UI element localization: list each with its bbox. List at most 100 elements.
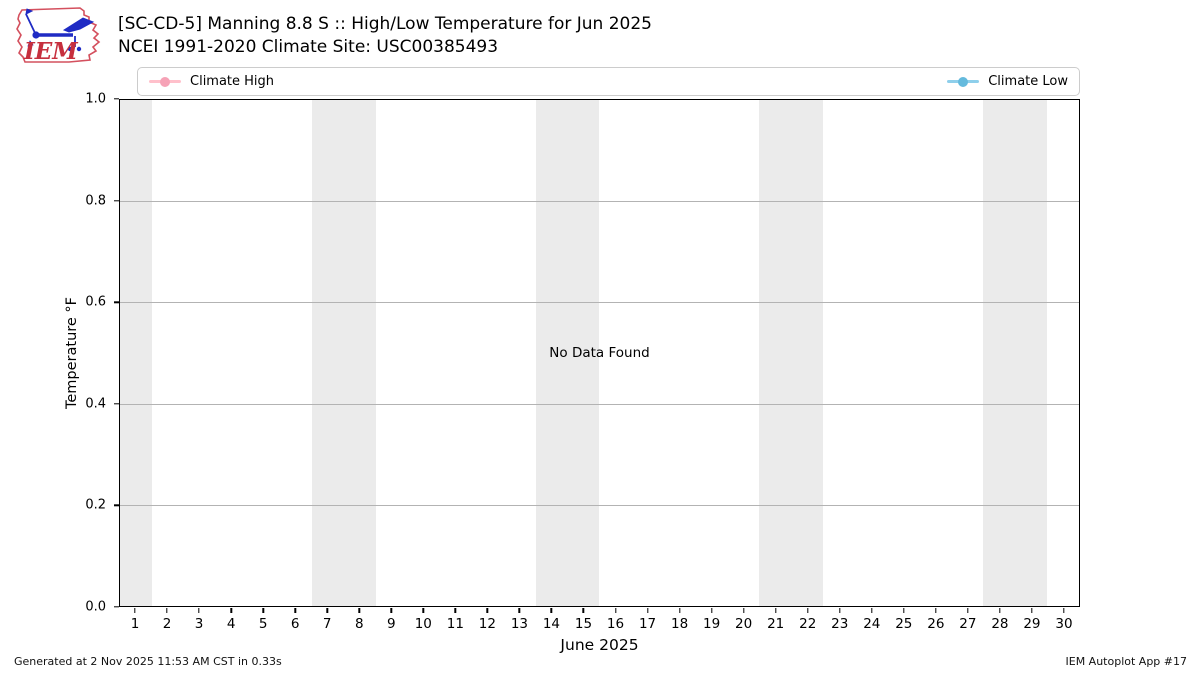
y-tick-label: 1.0	[85, 91, 106, 107]
y-tick-label: 0.8	[85, 193, 106, 209]
y-tick-label: 0.2	[85, 497, 106, 513]
y-tick-label: 0.0	[85, 599, 106, 615]
weekend-shading-band	[120, 100, 152, 606]
y-gridline	[120, 403, 1079, 405]
x-tick-mark	[1031, 608, 1033, 613]
x-tick-mark	[935, 608, 937, 613]
x-tick-label: 30	[1055, 616, 1073, 632]
x-tick-mark	[999, 608, 1001, 613]
weather-station-icon	[25, 8, 95, 52]
chart-subtitle: NCEI 1991-2020 Climate Site: USC00385493	[118, 37, 499, 57]
x-tick-mark	[230, 608, 232, 613]
x-tick-mark	[871, 608, 873, 613]
x-tick-mark	[839, 608, 841, 613]
weekend-shading-band	[311, 100, 376, 606]
x-tick-label: 9	[386, 616, 396, 632]
x-tick-mark	[710, 608, 713, 613]
x-axis-label: June 2025	[560, 636, 639, 654]
weekend-shading-band	[535, 100, 600, 606]
x-tick-mark	[326, 608, 328, 613]
y-axis-label: Temperature °F	[64, 296, 80, 410]
x-tick-label: 5	[258, 616, 268, 632]
y-tick-label: 0.4	[85, 396, 106, 412]
legend-label: Climate High	[190, 74, 275, 89]
iem-logo-text: IEM	[23, 38, 79, 65]
x-tick-mark	[134, 608, 136, 613]
footer-generated-text: Generated at 2 Nov 2025 11:53 AM CST in …	[14, 655, 282, 668]
x-tick-label: 1	[130, 616, 140, 632]
y-tick-label: 0.6	[85, 294, 106, 310]
x-tick-mark	[614, 608, 617, 613]
footer-app-text: IEM Autoplot App #17	[1065, 655, 1188, 668]
y-gridline	[120, 504, 1079, 506]
x-tick-mark	[550, 608, 553, 613]
y-tick-mark	[114, 504, 119, 507]
climate-low-marker-icon	[947, 76, 980, 87]
x-axis: 1 2 3 4 5 6 7 8 9 10 11 12 13 14 15 16 17 18 19 20 21 22 23 24 2…	[119, 608, 1080, 648]
x-tick-label: 3	[194, 616, 204, 632]
plot-area: No Data Found	[119, 99, 1080, 607]
legend: Climate High Climate Low	[137, 67, 1080, 96]
x-tick-label: 15	[574, 616, 593, 632]
x-tick-mark	[967, 608, 969, 613]
x-tick-mark	[903, 608, 905, 613]
legend-item-climate-low: Climate Low	[947, 74, 1068, 89]
legend-item-climate-high: Climate High	[149, 74, 274, 89]
x-tick-label: 8	[354, 616, 364, 632]
no-data-message: No Data Found	[549, 345, 650, 361]
y-gridline	[120, 302, 1079, 304]
x-tick-label: 12	[478, 616, 496, 632]
x-tick-label: 27	[959, 616, 977, 632]
x-tick-mark	[1063, 608, 1065, 613]
x-tick-mark	[774, 608, 777, 613]
x-tick-label: 29	[1023, 616, 1041, 632]
y-gridline	[120, 201, 1079, 203]
y-tick-mark	[114, 98, 119, 100]
y-tick-mark	[114, 606, 119, 608]
x-tick-mark	[454, 608, 457, 613]
x-tick-label: 14	[542, 616, 561, 632]
x-tick-label: 24	[863, 616, 881, 632]
x-tick-mark	[486, 608, 489, 613]
y-tick-mark	[114, 403, 119, 405]
x-tick-mark	[678, 608, 681, 613]
chart-title-block: [SC-CD-5] Manning 8.8 S :: High/Low Temp…	[118, 13, 652, 59]
x-tick-label: 19	[703, 616, 721, 632]
iem-logo: IEM	[16, 7, 101, 65]
x-tick-label: 11	[446, 616, 464, 632]
y-tick-mark	[114, 301, 119, 303]
x-tick-label: 23	[831, 616, 849, 632]
x-tick-mark	[807, 608, 809, 613]
weekend-shading-band	[983, 100, 1048, 606]
climate-high-marker-icon	[149, 76, 181, 87]
x-tick-label: 4	[226, 616, 236, 632]
x-tick-mark	[422, 608, 425, 613]
x-tick-label: 17	[638, 616, 657, 632]
x-tick-label: 20	[735, 616, 753, 632]
x-tick-mark	[358, 608, 360, 613]
weekend-shading-band	[759, 100, 824, 606]
y-tick-mark	[114, 199, 119, 202]
x-tick-label: 26	[927, 616, 945, 632]
x-tick-label: 2	[162, 616, 172, 632]
chart-title: [SC-CD-5] Manning 8.8 S :: High/Low Temp…	[118, 14, 652, 34]
x-tick-mark	[742, 608, 745, 613]
y-axis: 0.0 0.2 0.4 0.6 0.8 1.0	[0, 92, 119, 615]
x-tick-label: 6	[290, 616, 300, 632]
x-tick-label: 25	[895, 616, 913, 632]
legend-label: Climate Low	[988, 74, 1068, 89]
x-tick-label: 13	[510, 616, 528, 632]
x-tick-label: 28	[991, 616, 1009, 632]
x-tick-mark	[518, 608, 521, 613]
x-tick-mark	[262, 608, 264, 613]
x-tick-mark	[166, 608, 168, 613]
x-tick-mark	[390, 608, 392, 613]
x-tick-mark	[294, 608, 296, 613]
x-tick-label: 21	[767, 616, 785, 632]
x-tick-label: 16	[606, 616, 625, 632]
x-tick-label: 22	[799, 616, 817, 632]
x-tick-mark	[582, 608, 585, 613]
x-tick-label: 18	[670, 616, 689, 632]
x-tick-mark	[198, 608, 200, 613]
